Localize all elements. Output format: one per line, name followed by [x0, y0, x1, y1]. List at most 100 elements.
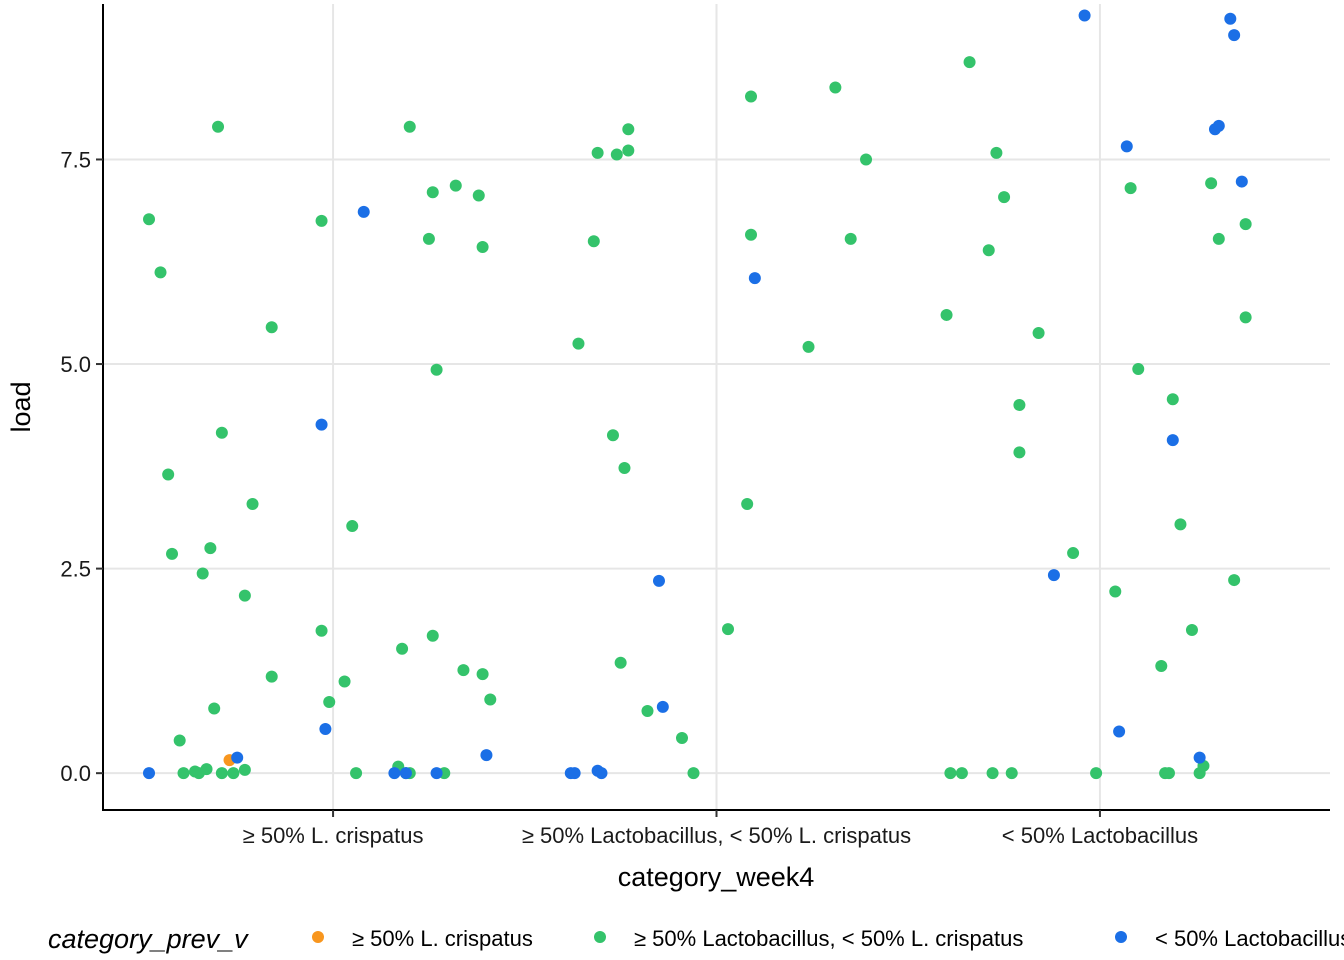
- data-point-series-1: [610, 148, 623, 161]
- data-point-series-1: [215, 426, 228, 439]
- data-point-series-1: [430, 363, 443, 376]
- data-point-series-2: [1166, 434, 1179, 447]
- data-point-series-1: [591, 146, 604, 159]
- data-point-series-1: [675, 731, 688, 744]
- data-point-series-1: [265, 321, 278, 334]
- data-point-series-1: [1067, 547, 1080, 560]
- x-tick-label: < 50% Lactobacillus: [1002, 823, 1198, 848]
- data-point-series-1: [1205, 177, 1218, 190]
- x-axis-title: category_week4: [618, 862, 815, 892]
- data-point-series-1: [173, 734, 186, 747]
- legend-title: category_prev_v: [48, 924, 249, 954]
- data-point-series-2: [231, 751, 244, 764]
- data-point-series-1: [315, 624, 328, 637]
- data-point-series-1: [614, 656, 627, 669]
- data-point-series-1: [426, 629, 439, 642]
- data-point-series-1: [1212, 232, 1225, 245]
- data-point-series-1: [484, 693, 497, 706]
- data-point-series-1: [215, 767, 228, 780]
- y-tick-label: 0.0: [60, 761, 91, 786]
- data-point-series-1: [1239, 311, 1252, 324]
- data-point-series-1: [1174, 518, 1187, 531]
- data-point-series-1: [844, 232, 857, 245]
- data-point-series-1: [802, 340, 815, 353]
- data-point-series-1: [265, 670, 278, 683]
- data-point-series-1: [998, 191, 1011, 204]
- data-point-series-1: [1032, 326, 1045, 339]
- data-point-series-1: [204, 542, 217, 555]
- data-point-series-2: [1224, 12, 1237, 25]
- data-point-series-1: [986, 767, 999, 780]
- data-point-series-1: [346, 520, 359, 533]
- data-point-series-1: [622, 123, 635, 136]
- legend-label-ge50-crispatus: ≥ 50% L. crispatus: [352, 926, 533, 951]
- data-point-series-2: [1047, 569, 1060, 582]
- data-point-series-1: [1162, 767, 1175, 780]
- x-ticks: ≥ 50% L. crispatus ≥ 50% Lactobacillus, <…: [243, 810, 1198, 848]
- data-point-series-1: [1005, 767, 1018, 780]
- data-point-series-2: [143, 767, 156, 780]
- data-point-series-1: [1185, 623, 1198, 636]
- data-point-series-2: [595, 767, 608, 780]
- data-point-series-1: [396, 642, 409, 655]
- data-point-series-1: [200, 763, 213, 776]
- data-point-series-2: [1120, 140, 1133, 153]
- data-point-series-2: [656, 700, 669, 713]
- data-point-series-1: [212, 120, 225, 133]
- data-point-series-2: [430, 767, 443, 780]
- legend: category_prev_v ≥ 50% L. crispatus ≥ 50%…: [48, 924, 1344, 954]
- data-point-series-1: [1109, 585, 1122, 598]
- data-point-series-1: [745, 228, 758, 241]
- data-point-series-1: [426, 186, 439, 199]
- data-point-series-1: [940, 308, 953, 321]
- data-point-series-2: [1228, 29, 1241, 42]
- legend-key-lt50-lactobacillus: [1115, 931, 1127, 943]
- data-point-series-1: [422, 232, 435, 245]
- data-point-series-1: [208, 702, 221, 715]
- legend-key-ge50-lactobacillus: [594, 931, 606, 943]
- y-axis-title: load: [6, 381, 36, 432]
- data-point-series-1: [741, 497, 754, 510]
- data-point-series-1: [143, 213, 156, 226]
- data-point-series-2: [399, 767, 412, 780]
- data-point-series-2: [388, 767, 401, 780]
- legend-label-ge50-lactobacillus: ≥ 50% Lactobacillus, < 50% L. crispatus: [634, 926, 1023, 951]
- data-point-series-1: [476, 241, 489, 254]
- y-tick-label: 7.5: [60, 147, 91, 172]
- data-point-series-1: [1228, 574, 1241, 587]
- data-point-series-1: [587, 235, 600, 248]
- data-point-series-1: [166, 547, 179, 560]
- data-point-series-1: [618, 461, 631, 474]
- data-point-series-1: [238, 589, 251, 602]
- data-point-series-1: [990, 146, 1003, 159]
- data-point-series-1: [860, 153, 873, 166]
- data-point-series-1: [1090, 767, 1103, 780]
- data-point-series-1: [1013, 446, 1026, 459]
- data-point-series-1: [745, 90, 758, 103]
- data-point-series-1: [246, 497, 259, 510]
- data-point-series-2: [1193, 751, 1206, 764]
- x-tick-label: ≥ 50% Lactobacillus, < 50% L. crispatus: [522, 823, 911, 848]
- data-point-series-1: [472, 189, 485, 202]
- data-point-series-2: [1078, 9, 1091, 22]
- data-point-series-1: [315, 214, 328, 227]
- data-point-series-1: [196, 567, 209, 580]
- data-point-series-1: [944, 767, 957, 780]
- data-point-series-1: [963, 56, 976, 69]
- legend-key-ge50-crispatus: [312, 931, 324, 943]
- legend-label-lt50-lactobacillus: < 50% Lactobacillus: [1155, 926, 1344, 951]
- data-point-series-1: [1132, 362, 1145, 375]
- data-point-series-1: [955, 767, 968, 780]
- data-point-series-1: [350, 767, 363, 780]
- data-point-series-2: [357, 205, 370, 218]
- y-ticks: 0.0 2.5 5.0 7.5: [60, 147, 103, 786]
- data-point-series-2: [568, 767, 581, 780]
- data-point-series-2: [652, 574, 665, 587]
- data-point-series-1: [323, 695, 336, 708]
- data-point-series-1: [722, 623, 735, 636]
- data-point-series-2: [1113, 725, 1126, 738]
- data-point-series-1: [177, 767, 190, 780]
- y-tick-label: 2.5: [60, 557, 91, 582]
- data-point-series-2: [480, 749, 493, 762]
- data-point-series-1: [476, 668, 489, 681]
